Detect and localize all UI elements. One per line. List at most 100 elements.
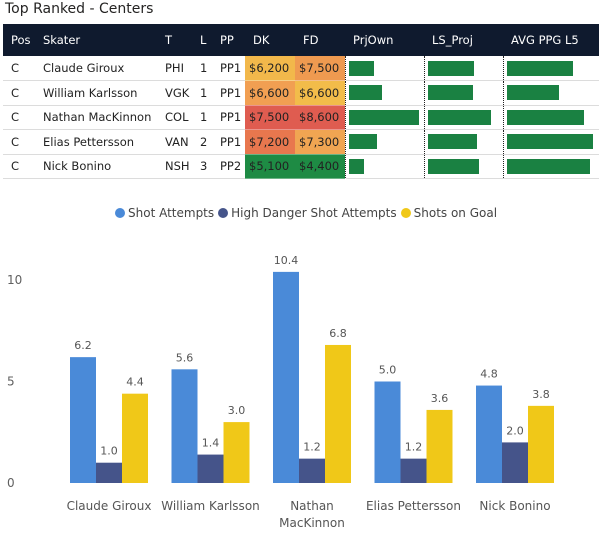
cell-pp: PP1 [212,129,245,155]
bar-0-4 [476,385,502,483]
cell-avg-ppg-l5 [502,80,599,106]
page-title: Top Ranked - Centers [5,1,154,17]
column-header-team[interactable]: T [157,24,192,56]
cell-line: 1 [192,80,212,106]
cell-ls-proj [423,105,503,130]
cell-dk: $7,200 [245,129,295,155]
legend-dot-shots-on-goal [400,208,411,218]
cell-avg-ppg-l5 [502,56,599,81]
cell-avg-ppg-l5 [502,105,599,130]
cell-skater: Elias Pettersson [35,129,157,155]
table-row[interactable]: C Elias Pettersson VAN 2 PP1 $7,200 $7,300 [3,129,599,155]
cell-pos: C [3,80,35,106]
cell-pp: PP1 [212,105,245,130]
cell-fd: $7,300 [295,129,345,155]
cell-ls-proj [423,129,503,155]
bar-0-3 [374,381,401,483]
legend-item-high-danger[interactable]: High Danger Shot Attempts [218,206,397,220]
cell-ls-proj-bar [427,134,477,150]
data-label: 1.0 [100,445,118,458]
cell-prjown [344,129,424,155]
cell-fd: $7,500 [295,56,345,81]
table-row[interactable]: C Claude Giroux PHI 1 PP1 $6,200 $7,500 [3,56,599,81]
column-header-pos[interactable]: Pos [3,24,35,56]
cell-prjown [344,80,424,106]
cell-ls-proj [423,56,503,81]
data-label: 3.8 [532,388,550,401]
legend-item-shot-attempts[interactable]: Shot Attempts [115,206,214,220]
cell-pos: C [3,154,35,179]
cell-skater: Nick Bonino [35,154,157,179]
table-header-row: Pos Skater T L PP DK FD PrjOwn LS_Proj A… [3,24,599,56]
bar-1-3 [400,458,427,483]
cell-pos: C [3,56,35,81]
cell-ls-proj [423,80,503,106]
bar-2-2 [325,344,351,483]
table-row[interactable]: C Nathan MacKinnon COL 1 PP1 $7,500 $8,600 [3,105,599,130]
data-label: 3.6 [431,392,449,405]
column-header-dk[interactable]: DK [245,24,295,56]
cell-ls-proj-bar [427,109,492,125]
bar-1-2 [299,458,325,483]
cell-avg-ppg-l5-bar [506,109,585,125]
column-header-fd[interactable]: FD [295,24,345,56]
data-label: 6.2 [74,339,92,352]
bar-2-0 [122,393,148,483]
cell-pp: PP1 [212,80,245,106]
cell-line: 1 [192,56,212,81]
cell-avg-ppg-l5-bar [506,85,560,101]
data-label: 4.8 [480,368,498,381]
cell-avg-ppg-l5 [502,154,599,179]
bar-1-4 [502,442,528,483]
cell-fd: $6,600 [295,80,345,106]
cell-skater: Claude Giroux [35,56,157,81]
column-header-skater[interactable]: Skater [35,24,157,56]
data-label: 1.2 [303,441,321,454]
cell-prjown-bar [348,85,382,101]
column-header-line[interactable]: L [192,24,212,56]
cell-dk: $7,500 [245,105,295,130]
table-row[interactable]: C William Karlsson VGK 1 PP1 $6,600 $6,600 [3,80,599,106]
bar-1-1 [197,454,224,483]
bar-1-0 [96,462,122,483]
bar-2-3 [426,409,453,483]
y-tick-label: 5 [7,375,15,389]
data-label: 1.2 [405,441,423,454]
cell-line: 1 [192,105,212,130]
x-tick-label: Claude Giroux [67,499,152,513]
cell-avg-ppg-l5-bar [506,158,590,174]
cell-skater: Nathan MacKinnon [35,105,157,130]
data-label: 5.6 [176,351,194,364]
y-tick-label: 10 [7,273,22,287]
legend-label-high-danger: High Danger Shot Attempts [231,206,397,220]
table-row[interactable]: C Nick Bonino NSH 3 PP2 $5,100 $4,400 [3,154,599,179]
legend-item-shots-on-goal[interactable]: Shots on Goal [400,206,497,220]
column-header-prjown[interactable]: PrjOwn [345,24,424,56]
column-header-ls-proj[interactable]: LS_Proj [424,24,503,56]
cell-ls-proj-bar [427,60,474,76]
cell-prjown [344,56,424,81]
chart-legend: Shot Attempts High Danger Shot Attempts … [115,206,501,220]
data-label: 3.0 [228,404,246,417]
cell-ls-proj-bar [427,158,479,174]
bar-2-4 [528,405,554,483]
cell-prjown [344,154,424,179]
cell-team: VAN [157,129,192,155]
cell-team: NSH [157,154,192,179]
cell-team: PHI [157,56,192,81]
cell-avg-ppg-l5 [502,129,599,155]
data-label: 1.4 [202,437,220,450]
cell-fd: $4,400 [295,154,345,179]
cell-team: VGK [157,80,192,106]
cell-team: COL [157,105,192,130]
cell-prjown [344,105,424,130]
column-header-pp[interactable]: PP [212,24,245,56]
bar-0-1 [171,369,198,483]
cell-pp: PP2 [212,154,245,179]
x-tick-label: Nathan [290,499,334,513]
y-tick-label: 0 [7,476,15,490]
cell-ls-proj [423,154,503,179]
cell-prjown-bar [348,60,374,76]
bar-chart: 0 5 10 6.2 1.0 4.4 Claude Giroux 5.6 1.4 3.0 Willi… [7,254,554,530]
column-header-avg-ppg-l5[interactable]: AVG PPG L5 [503,24,599,56]
